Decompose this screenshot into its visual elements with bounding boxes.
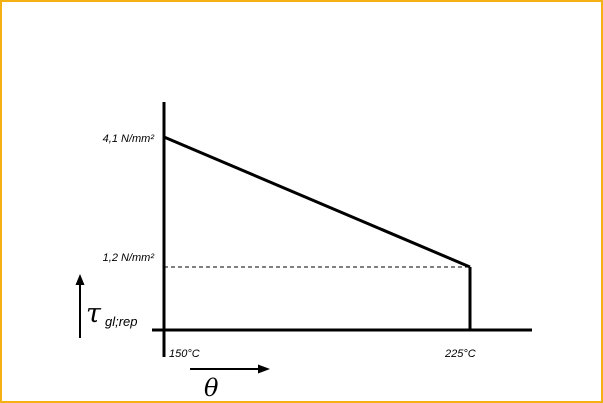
- x-axis-label: θ: [190, 364, 270, 402]
- x-label-symbol: θ: [204, 374, 219, 402]
- y-label-symbol: τ: [86, 298, 102, 329]
- x-tick-label-start: 150°C: [169, 348, 200, 360]
- y-label-subscript: gl;rep: [105, 314, 138, 329]
- x-tick-label-end: 225°C: [444, 348, 476, 360]
- y-label-arrowhead: [75, 274, 85, 285]
- y-axis-label: τ gl;rep: [75, 274, 138, 338]
- y-tick-label-low: 1,2 N/mm²: [103, 252, 155, 264]
- series-line: [163, 135, 471, 269]
- x-label-arrowhead: [258, 364, 270, 374]
- y-tick-label-high: 4,1 N/mm²: [103, 133, 155, 145]
